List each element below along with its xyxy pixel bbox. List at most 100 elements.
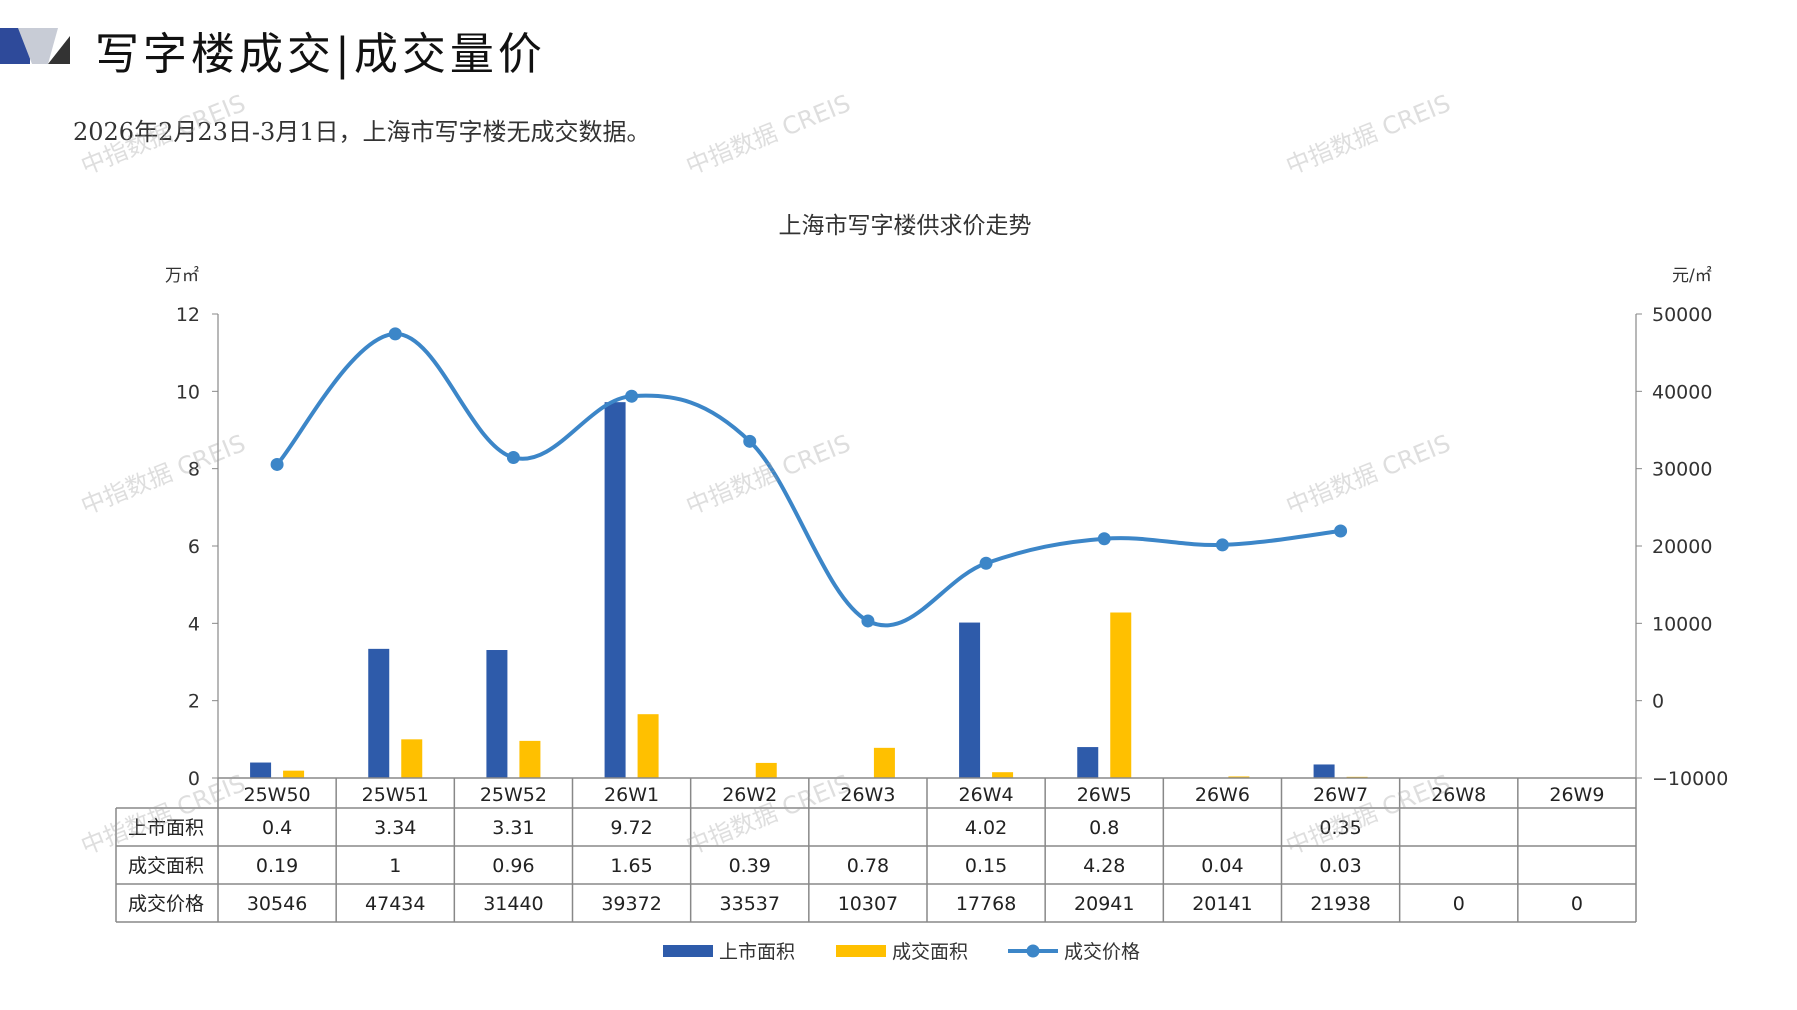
legend-label-supply: 上市面积: [719, 941, 795, 963]
y-right-tick-label: 40000: [1652, 381, 1712, 403]
y-left-tick-label: 2: [188, 691, 200, 713]
table-cell: 1.65: [610, 855, 652, 877]
bar-deal-26W5: [1110, 612, 1132, 778]
bar-supply-26W1: [604, 402, 626, 778]
y-left-tick-label: 8: [188, 459, 200, 481]
table-cell: 0.96: [492, 855, 534, 877]
table-row-header: 成交面积: [128, 855, 204, 877]
table-cell: 0.15: [965, 855, 1007, 877]
table-cell: 0: [1453, 893, 1465, 915]
x-tick-label: 26W3: [840, 784, 895, 806]
y-right-tick-label: −10000: [1652, 768, 1728, 790]
y-left-tick-label: 12: [176, 304, 200, 326]
price-point-26W5: [1097, 532, 1111, 546]
bar-deal-26W4: [992, 772, 1014, 778]
x-tick-label: 26W9: [1549, 784, 1604, 806]
table-cell: 10307: [838, 893, 898, 915]
table-cell: 20941: [1074, 893, 1134, 915]
bar-deal-25W51: [401, 739, 423, 778]
price-point-26W2: [743, 434, 757, 448]
x-tick-label: 25W51: [362, 784, 429, 806]
table-cell: 31440: [483, 893, 543, 915]
table-cell: 33537: [720, 893, 780, 915]
table-cell: 0.4: [262, 817, 292, 839]
table-cell: 39372: [601, 893, 661, 915]
table-cell: 0.19: [256, 855, 298, 877]
y-right-tick-label: 0: [1652, 691, 1664, 713]
page-title: 写字楼成交|成交量价: [95, 29, 546, 80]
logo-light-shape: [18, 28, 58, 64]
table-cell: 0.04: [1201, 855, 1243, 877]
logo-dark-triangle: [48, 36, 70, 64]
bar-deal-25W52: [519, 740, 541, 778]
table-cell: 0.39: [729, 855, 771, 877]
table-cell: 3.31: [492, 817, 534, 839]
price-point-26W7: [1334, 524, 1348, 538]
table-cell: 4.28: [1083, 855, 1125, 877]
table-cell: 9.72: [610, 817, 652, 839]
bar-deal-26W1: [637, 714, 659, 778]
bar-deal-26W3: [873, 747, 895, 778]
table-cell: 4.02: [965, 817, 1007, 839]
price-point-26W6: [1215, 538, 1229, 552]
x-tick-label: 26W8: [1431, 784, 1486, 806]
price-line: [275, 331, 1341, 628]
x-tick-label: 26W6: [1195, 784, 1250, 806]
legend-swatch-supply: [663, 945, 713, 957]
price-point-26W1: [625, 389, 639, 403]
x-tick-label: 26W7: [1313, 784, 1368, 806]
y-right-tick-label: 30000: [1652, 459, 1712, 481]
table-cell: 0.8: [1089, 817, 1119, 839]
price-point-26W4: [979, 556, 993, 570]
table-cell: 17768: [956, 893, 1016, 915]
legend-label-deal: 成交面积: [892, 941, 968, 963]
table-cell: 0.35: [1319, 817, 1361, 839]
bar-supply-26W7: [1313, 764, 1335, 778]
table-cell: 3.34: [374, 817, 416, 839]
table-cell: 21938: [1310, 893, 1370, 915]
y-right-unit: 元/㎡: [1672, 266, 1712, 286]
header-logo: [0, 28, 70, 64]
price-point-26W3: [861, 614, 875, 628]
table-cell: 30546: [247, 893, 307, 915]
bar-supply-25W51: [368, 648, 390, 778]
x-tick-label: 26W2: [722, 784, 777, 806]
bar-supply-26W4: [959, 622, 981, 778]
legend-swatch-deal: [836, 945, 886, 957]
bar-supply-25W50: [250, 762, 272, 778]
x-tick-label: 25W52: [480, 784, 547, 806]
legend-marker-price: [1026, 944, 1040, 958]
y-left-unit: 万㎡: [165, 266, 199, 286]
table-cell: 47434: [365, 893, 425, 915]
table-cell: 20141: [1192, 893, 1252, 915]
table-row-header: 上市面积: [128, 817, 204, 839]
bar-deal-25W50: [283, 770, 305, 778]
y-left-tick-label: 0: [188, 768, 200, 790]
bar-supply-25W52: [486, 650, 508, 778]
x-tick-label: 26W5: [1077, 784, 1132, 806]
table-cell: 0.78: [847, 855, 889, 877]
y-right-tick-label: 20000: [1652, 536, 1712, 558]
table-cell: 1: [389, 855, 401, 877]
x-tick-label: 25W50: [244, 784, 311, 806]
price-point-25W51: [388, 327, 402, 341]
x-tick-label: 26W1: [604, 784, 659, 806]
table-row-header: 成交价格: [128, 893, 204, 915]
chart-title: 上海市写字楼供求价走势: [779, 213, 1032, 239]
bar-deal-26W2: [755, 762, 777, 778]
y-right-tick-label: 50000: [1652, 304, 1712, 326]
y-left-tick-label: 10: [176, 381, 200, 403]
price-point-25W52: [506, 451, 520, 465]
table-cell: 0: [1571, 893, 1583, 915]
bar-supply-26W5: [1077, 747, 1099, 778]
y-left-tick-label: 4: [188, 613, 200, 635]
page-subtitle: 2026年2月23日-3月1日，上海市写字楼无成交数据。: [73, 118, 651, 146]
x-tick-label: 26W4: [959, 784, 1014, 806]
price-point-25W50: [270, 457, 284, 471]
y-right-tick-label: 10000: [1652, 613, 1712, 635]
legend-label-price: 成交价格: [1064, 941, 1140, 963]
y-left-tick-label: 6: [188, 536, 200, 558]
table-cell: 0.03: [1319, 855, 1361, 877]
bar-deal-26W6: [1228, 776, 1250, 778]
